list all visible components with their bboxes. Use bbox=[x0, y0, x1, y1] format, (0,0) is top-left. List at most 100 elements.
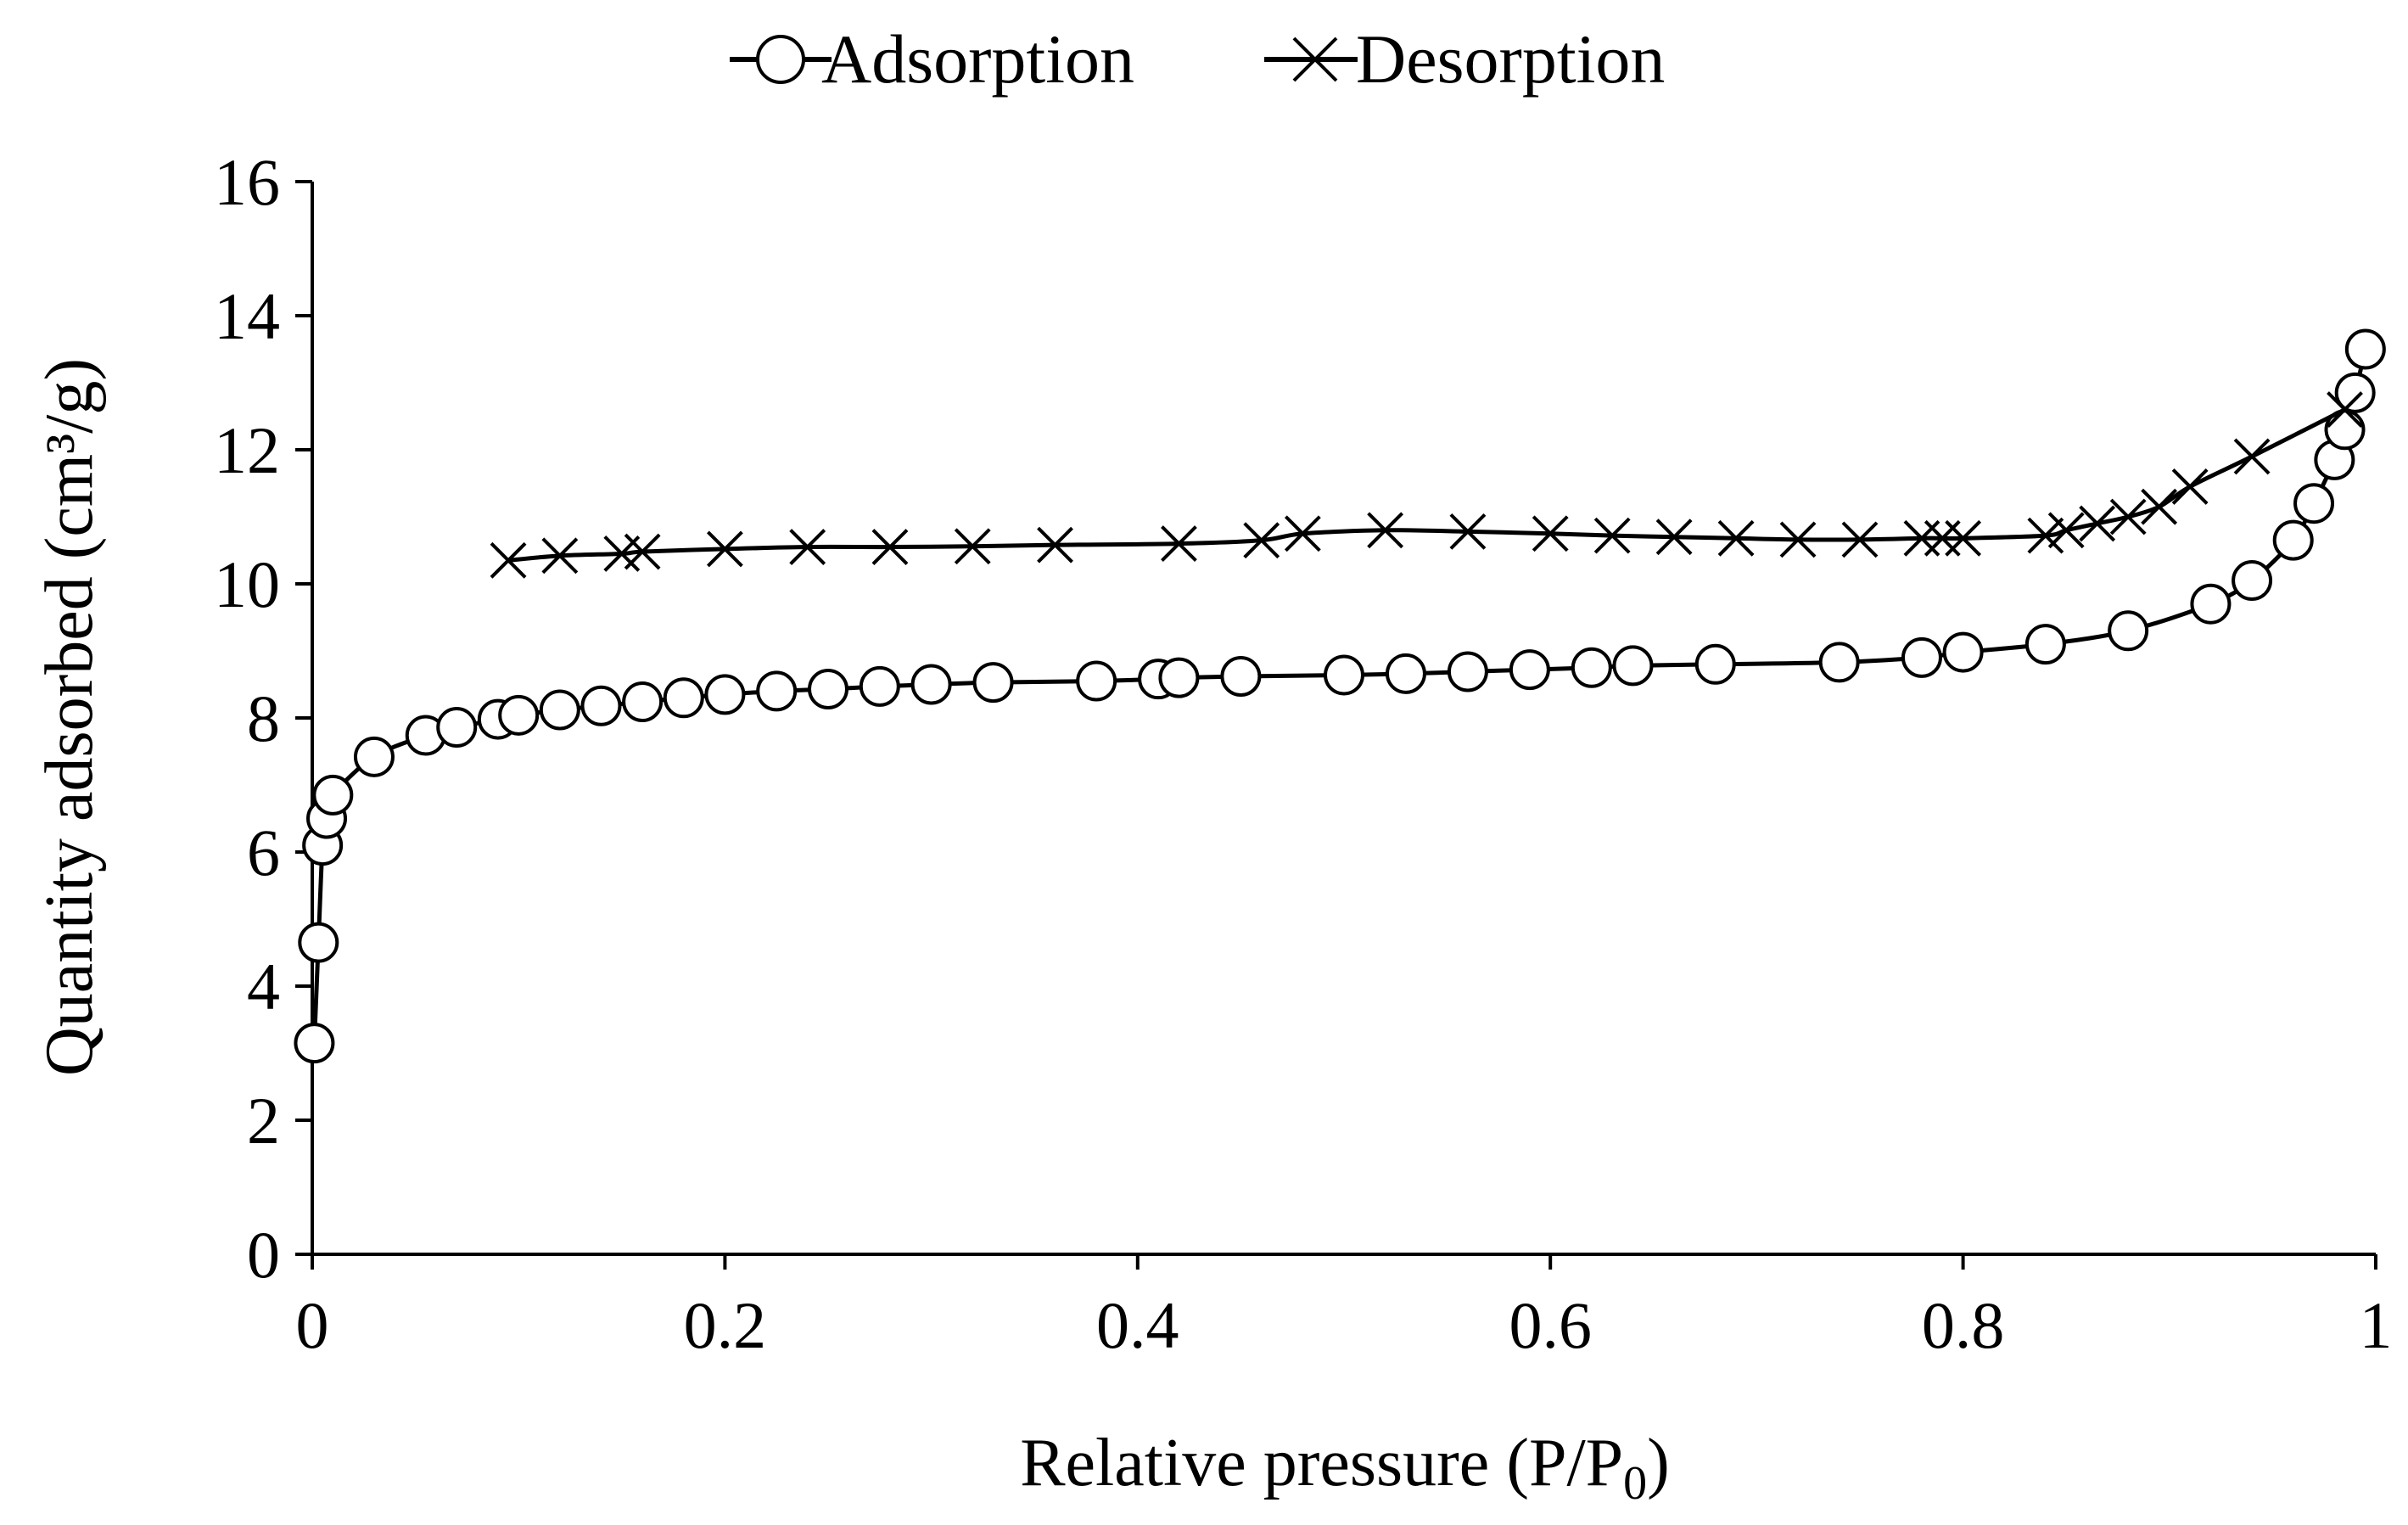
adsorption-point bbox=[2232, 560, 2273, 602]
desorption-point bbox=[1779, 521, 1817, 558]
desorption-point bbox=[603, 535, 641, 572]
adsorption-point bbox=[580, 685, 622, 726]
desorption-point bbox=[2109, 498, 2147, 535]
desorption-point bbox=[706, 530, 743, 568]
desorption-point bbox=[2047, 512, 2085, 549]
adsorption-point bbox=[756, 670, 798, 712]
legend-desorption-label: Desorption bbox=[1356, 20, 1665, 98]
adsorption-point bbox=[2190, 583, 2232, 625]
adsorption-point bbox=[859, 665, 900, 707]
y-tick-label: 12 bbox=[214, 413, 280, 487]
desorption-point bbox=[2027, 517, 2064, 554]
adsorption-point bbox=[2344, 328, 2386, 370]
adsorption-point bbox=[1818, 642, 1860, 683]
adsorption-point bbox=[1324, 654, 1364, 696]
desorption-point bbox=[2171, 468, 2209, 505]
adsorption-point bbox=[1158, 657, 1200, 698]
desorption-point bbox=[1367, 512, 1404, 549]
legend-desorption-marker bbox=[1292, 36, 1338, 82]
adsorption-point bbox=[1076, 660, 1117, 702]
desorption-point bbox=[490, 541, 527, 579]
adsorption-point bbox=[539, 689, 580, 731]
adsorption-point bbox=[2108, 610, 2149, 652]
legend-adsorption-label: Adsorption bbox=[821, 20, 1134, 98]
y-tick-label: 6 bbox=[247, 816, 280, 889]
legend-adsorption-marker bbox=[756, 35, 805, 84]
desorption-point bbox=[1903, 519, 1940, 557]
adsorption-point bbox=[436, 707, 478, 748]
adsorption-point bbox=[1447, 651, 1488, 692]
y-ticks: 0 2 4 6 8 10 12 14 16 bbox=[214, 145, 312, 1292]
x-tick-label: 0.4 bbox=[1096, 1288, 1179, 1362]
legend-item-desorption: Desorption bbox=[1264, 20, 1665, 98]
adsorption-point bbox=[622, 681, 664, 723]
y-tick-label: 8 bbox=[247, 681, 280, 755]
x-tick-label: 0.8 bbox=[1922, 1288, 2005, 1362]
desorption-point bbox=[2079, 505, 2116, 542]
adsorption-point bbox=[1509, 649, 1550, 691]
y-tick-label: 2 bbox=[247, 1084, 280, 1158]
adsorption-point bbox=[910, 664, 952, 705]
desorption-point bbox=[541, 537, 579, 575]
series-adsorption-line bbox=[311, 348, 2368, 1044]
adsorption-point bbox=[298, 922, 339, 963]
desorption-point bbox=[2141, 488, 2178, 525]
y-tick-label: 4 bbox=[247, 950, 280, 1023]
axes bbox=[311, 182, 2376, 1256]
adsorption-point bbox=[1385, 653, 1426, 694]
desorption-point bbox=[1284, 515, 1321, 552]
y-tick-label: 14 bbox=[214, 279, 280, 353]
adsorption-point bbox=[1694, 643, 1736, 685]
x-tick-label: 0.6 bbox=[1509, 1288, 1592, 1362]
series-layer bbox=[294, 328, 2386, 1064]
desorption-point bbox=[2233, 438, 2271, 475]
adsorption-point bbox=[2272, 519, 2314, 561]
adsorption-point bbox=[2293, 483, 2335, 524]
desorption-point bbox=[1161, 525, 1197, 563]
desorption-point bbox=[2327, 391, 2363, 429]
desorption-point bbox=[1593, 517, 1631, 554]
desorption-point bbox=[1449, 513, 1487, 550]
y-axis-title: Quantity adsorbed (cm³/g) bbox=[32, 358, 107, 1076]
y-tick-label: 0 bbox=[247, 1218, 280, 1292]
adsorption-point bbox=[1942, 631, 1984, 673]
x-tick-label: 0.2 bbox=[684, 1288, 767, 1362]
adsorption-point bbox=[498, 694, 540, 736]
adsorption-point bbox=[353, 736, 395, 777]
adsorption-point bbox=[312, 774, 354, 816]
desorption-point bbox=[1717, 519, 1755, 557]
adsorption-point bbox=[1571, 647, 1612, 688]
desorption-point bbox=[1655, 519, 1693, 556]
desorption-point bbox=[1532, 515, 1569, 552]
x-ticks: 0 0.2 0.4 0.6 0.8 1 bbox=[296, 1254, 2393, 1362]
adsorption-point bbox=[663, 677, 704, 719]
x-tick-label: 0 bbox=[296, 1288, 329, 1362]
desorption-point bbox=[1037, 526, 1073, 563]
adsorption-point bbox=[294, 1023, 335, 1064]
desorption-point bbox=[1841, 521, 1879, 558]
adsorption-point bbox=[2024, 624, 2066, 665]
x-axis-title-subscript: 0 bbox=[1623, 1457, 1647, 1510]
desorption-point bbox=[1243, 522, 1280, 559]
x-tick-label: 1 bbox=[2360, 1288, 2393, 1362]
adsorption-point bbox=[1901, 636, 1942, 678]
series-desorption-line bbox=[507, 407, 2346, 563]
adsorption-point bbox=[2334, 372, 2376, 413]
adsorption-point bbox=[1612, 645, 1654, 687]
series-adsorption bbox=[294, 328, 2386, 1064]
adsorption-point bbox=[808, 669, 848, 710]
adsorption-point bbox=[1220, 656, 1262, 698]
x-axis-title: Relative pressure (P/P0) bbox=[1020, 1426, 1670, 1510]
legend-item-adsorption: Adsorption bbox=[730, 20, 1134, 98]
y-tick-label: 16 bbox=[214, 145, 280, 219]
desorption-point bbox=[789, 529, 826, 565]
y-tick-label: 10 bbox=[214, 547, 280, 621]
adsorption-point bbox=[704, 674, 746, 715]
desorption-point bbox=[954, 528, 991, 565]
series-desorption bbox=[490, 391, 2363, 579]
legend: Adsorption Desorption bbox=[730, 20, 1665, 98]
desorption-point bbox=[871, 529, 909, 565]
adsorption-point bbox=[972, 662, 1014, 704]
